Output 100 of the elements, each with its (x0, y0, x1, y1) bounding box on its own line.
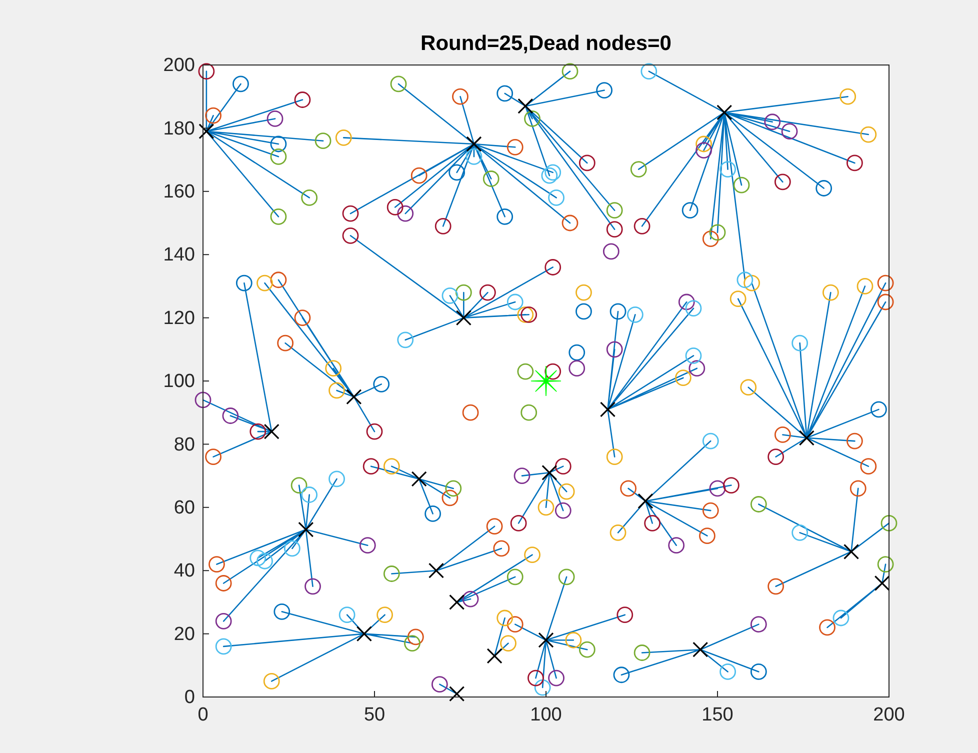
point (506, 138, 524, 156)
point (517, 306, 534, 323)
point (205, 107, 222, 124)
point (606, 202, 623, 219)
point (486, 648, 502, 664)
point (222, 408, 239, 424)
point (565, 632, 582, 648)
point (819, 619, 836, 636)
point (750, 616, 767, 633)
y-tick-label: 40 (174, 560, 195, 582)
point (359, 537, 376, 554)
point (578, 641, 596, 658)
point (541, 167, 558, 184)
point (301, 190, 318, 206)
point (410, 167, 428, 184)
point (576, 303, 592, 320)
point (236, 274, 252, 292)
point (270, 136, 287, 152)
y-tick-label: 140 (163, 244, 195, 266)
y-tick-label: 20 (174, 624, 195, 645)
point (781, 123, 798, 140)
point (277, 334, 294, 352)
point (383, 566, 400, 582)
point (740, 379, 757, 396)
point (877, 274, 894, 292)
point (822, 284, 839, 301)
point (376, 606, 393, 624)
point (870, 401, 887, 418)
point (434, 218, 452, 234)
x-tick-label: 150 (702, 704, 734, 726)
point (479, 284, 496, 301)
point (520, 306, 538, 323)
point (517, 363, 534, 380)
point (506, 616, 524, 633)
point (294, 92, 311, 108)
point (270, 148, 287, 165)
point (270, 208, 287, 225)
point (816, 180, 832, 196)
point (538, 499, 554, 516)
point (723, 477, 740, 494)
point (562, 63, 578, 80)
point (274, 603, 290, 620)
point (860, 458, 877, 475)
point (768, 578, 784, 595)
point (730, 290, 746, 308)
point (456, 310, 472, 326)
point (554, 458, 572, 475)
point (466, 148, 482, 165)
point (685, 348, 702, 364)
point (846, 154, 863, 172)
point (716, 104, 732, 120)
point (856, 278, 874, 294)
point (528, 670, 544, 686)
point (685, 300, 702, 317)
point (506, 568, 524, 586)
point (558, 568, 575, 586)
point (524, 546, 540, 563)
point (314, 132, 332, 150)
point (520, 404, 538, 421)
point (578, 154, 596, 172)
point (338, 606, 356, 624)
x-tick-label: 0 (198, 704, 208, 726)
point (688, 360, 706, 377)
point (407, 628, 424, 646)
point (576, 284, 592, 301)
point (373, 376, 390, 392)
point (342, 227, 359, 244)
point (832, 610, 850, 626)
point (846, 432, 863, 450)
point (554, 502, 572, 519)
point (606, 448, 623, 466)
point (304, 578, 321, 595)
point (208, 556, 225, 572)
point (744, 274, 760, 292)
point (874, 575, 890, 592)
point (616, 606, 634, 624)
point (215, 575, 232, 592)
point (205, 448, 222, 466)
point (386, 199, 404, 216)
point (263, 673, 280, 690)
point (335, 129, 352, 146)
y-tick-label: 100 (163, 371, 195, 392)
point (496, 208, 514, 225)
point (448, 164, 466, 181)
point (840, 88, 856, 105)
point (500, 635, 516, 652)
point (620, 480, 637, 497)
point (325, 360, 342, 377)
point (301, 486, 318, 503)
point (750, 664, 767, 680)
point (774, 174, 791, 190)
point (328, 470, 345, 488)
y-tick-label: 80 (174, 434, 195, 456)
point (486, 518, 503, 535)
y-tick-label: 0 (184, 687, 195, 708)
point (256, 552, 273, 570)
point (530, 366, 562, 396)
point (544, 363, 562, 380)
point (198, 124, 214, 140)
point (290, 477, 308, 494)
